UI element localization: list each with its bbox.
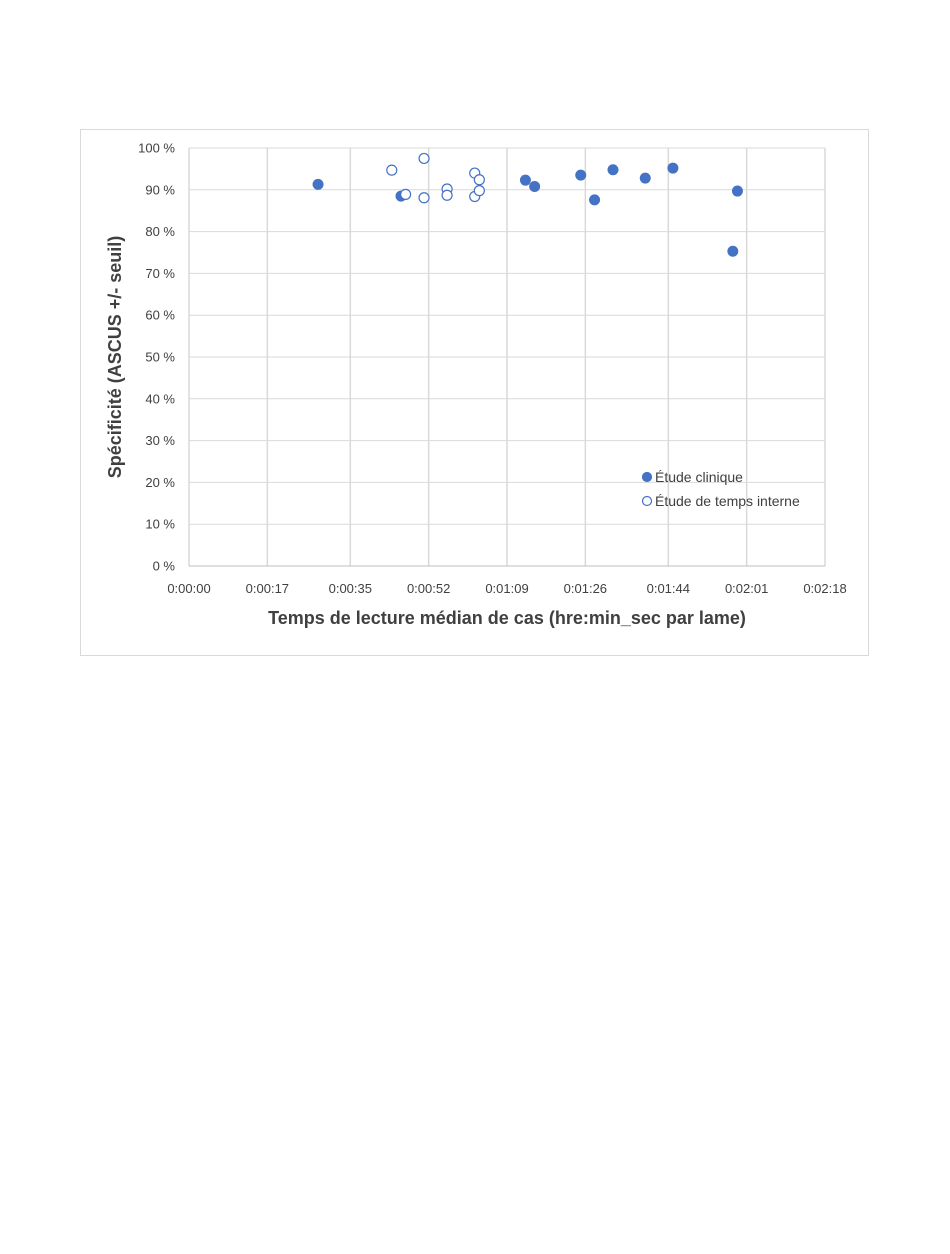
- data-point-internal: [418, 192, 430, 204]
- data-point-clinical: [639, 172, 651, 184]
- legend-label: Étude clinique: [655, 469, 743, 485]
- data-point-internal: [418, 152, 430, 165]
- x-tick-label: 0:01:26: [564, 581, 607, 596]
- data-point-clinical: [667, 162, 679, 174]
- y-tick-label: 80 %: [145, 224, 175, 239]
- x-tick-label: 0:00:52: [407, 581, 450, 596]
- x-tick-label: 0:00:00: [167, 581, 210, 596]
- chart-frame: 0:00:00 0:00:17 0:00:35 0:00:52 0:01:09 0:01:…: [80, 129, 869, 656]
- data-point-clinical: [727, 245, 739, 257]
- x-tick-label: 0:02:18: [803, 581, 846, 596]
- x-tick-label: 0:00:17: [246, 581, 289, 596]
- scatter-chart: 0:00:00 0:00:17 0:00:35 0:00:52 0:01:09 0:01:…: [105, 141, 847, 629]
- data-point-clinical: [589, 194, 601, 206]
- x-axis-title: Temps de lecture médian de cas (hre:min_…: [268, 608, 746, 628]
- legend-marker: [641, 495, 653, 507]
- data-point-internal: [386, 164, 398, 176]
- y-tick-label: 70 %: [145, 266, 175, 281]
- legend-marker: [641, 471, 653, 483]
- y-tick-label: 40 %: [145, 391, 175, 406]
- data-point-clinical: [731, 185, 743, 197]
- y-tick-label: 0 %: [153, 559, 176, 574]
- data-point-internal: [473, 185, 485, 197]
- y-axis-title: Spécificité (ASCUS +/- seuil): [105, 236, 125, 479]
- y-tick-label: 30 %: [145, 433, 175, 448]
- y-tick-label: 50 %: [145, 350, 175, 365]
- data-point-internal: [441, 189, 453, 201]
- y-tick-label: 100 %: [138, 141, 175, 156]
- data-point-internal: [400, 188, 412, 200]
- x-tick-label: 0:00:35: [329, 581, 372, 596]
- y-tick-label: 90 %: [145, 182, 175, 197]
- data-point-clinical: [529, 180, 541, 192]
- data-point-clinical: [607, 164, 619, 176]
- y-tick-label: 10 %: [145, 517, 175, 532]
- x-tick-label: 0:01:44: [647, 581, 690, 596]
- x-tick-label: 0:02:01: [725, 581, 768, 596]
- x-tick-label: 0:01:09: [485, 581, 528, 596]
- data-point-clinical: [519, 174, 531, 186]
- data-point-internal: [473, 174, 485, 186]
- y-tick-label: 60 %: [145, 308, 175, 323]
- y-tick-label: 20 %: [145, 475, 175, 490]
- data-point-clinical: [312, 178, 324, 190]
- data-point-clinical: [575, 169, 587, 181]
- legend-label: Étude de temps interne: [655, 493, 800, 509]
